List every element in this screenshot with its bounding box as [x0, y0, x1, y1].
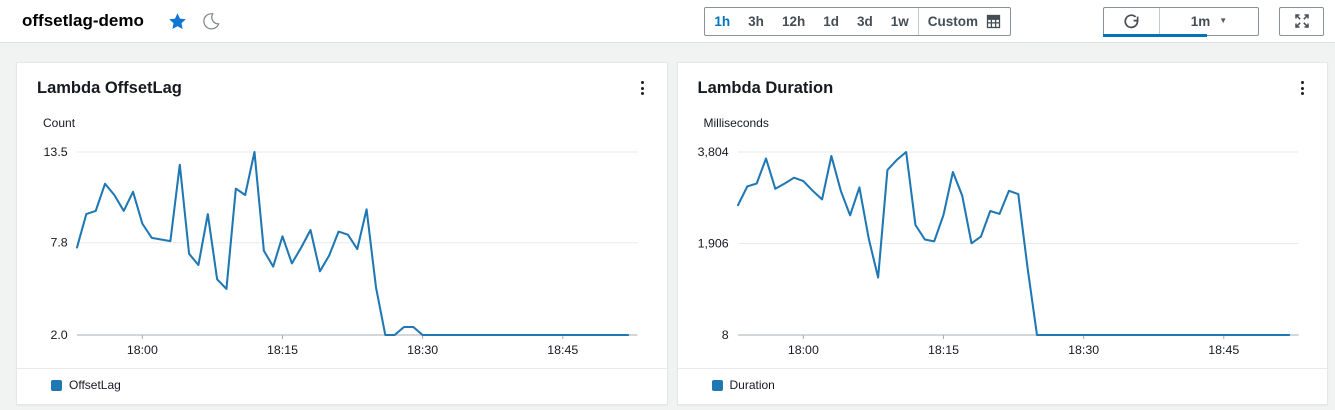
- divider: [1159, 7, 1160, 35]
- widget-menu-kebab-icon[interactable]: [1294, 78, 1311, 98]
- svg-text:8: 8: [721, 328, 728, 342]
- favorite-star-icon[interactable]: [168, 12, 187, 31]
- legend-swatch: [711, 379, 723, 391]
- widget-lambda-offsetlag: Lambda OffsetLag Count 13.5 7.8 2.0 18:00 18…: [16, 62, 668, 405]
- dashboard-grid: Lambda OffsetLag Count 13.5 7.8 2.0 18:00 18…: [0, 43, 1335, 405]
- time-range-1w[interactable]: 1w: [882, 8, 918, 35]
- time-range-group: 1h 3h 12h 1d 3d 1w Custom: [704, 6, 1011, 36]
- dark-mode-moon-icon[interactable]: [201, 11, 221, 31]
- time-range-3d[interactable]: 3d: [848, 8, 882, 35]
- svg-text:18:30: 18:30: [407, 343, 438, 357]
- svg-text:13.5: 13.5: [44, 145, 68, 159]
- y-axis-unit-label: Count: [43, 116, 76, 130]
- svg-text:18:00: 18:00: [127, 343, 158, 357]
- time-range-custom-button[interactable]: Custom: [919, 8, 1010, 35]
- svg-text:3,804: 3,804: [697, 145, 728, 159]
- duration-line-chart[interactable]: 3,804 1,906 8 18:00 18:15 18:30 18:45: [678, 132, 1328, 360]
- legend-swatch: [51, 379, 62, 391]
- custom-label: Custom: [927, 13, 978, 29]
- offsetlag-line-chart[interactable]: 13.5 7.8 2.0 18:00 18:15 18:30 18:45: [17, 132, 667, 360]
- svg-text:18:15: 18:15: [267, 343, 298, 357]
- legend-label: OffsetLag: [69, 378, 121, 392]
- legend: OffsetLag: [17, 369, 667, 392]
- refresh-icon: [1122, 12, 1141, 31]
- divider: [917, 7, 919, 35]
- legend-label: Duration: [729, 378, 775, 392]
- widget-lambda-duration: Lambda Duration Milliseconds 3,804 1,906 8…: [676, 62, 1328, 405]
- y-axis-unit-label: Milliseconds: [703, 116, 769, 130]
- refresh-interval-value: 1m: [1190, 13, 1211, 29]
- legend-divider: [17, 368, 667, 369]
- svg-text:18:30: 18:30: [1068, 343, 1099, 357]
- legend-item-duration[interactable]: Duration: [711, 378, 775, 392]
- svg-text:18:00: 18:00: [787, 343, 818, 357]
- fullscreen-button[interactable]: [1279, 6, 1324, 36]
- svg-text:18:45: 18:45: [1208, 343, 1239, 357]
- svg-text:1,906: 1,906: [697, 237, 728, 251]
- expand-arrows-icon: [1293, 12, 1311, 30]
- svg-text:2.0: 2.0: [50, 328, 67, 342]
- calendar-icon: [986, 14, 1001, 29]
- legend: Duration: [678, 369, 1328, 392]
- time-range-1h[interactable]: 1h: [705, 8, 739, 35]
- svg-text:18:15: 18:15: [927, 343, 958, 357]
- refresh-interval-dropdown[interactable]: 1m ▼: [1160, 8, 1258, 35]
- time-range-12h[interactable]: 12h: [773, 8, 814, 35]
- widget-title: Lambda Duration: [697, 79, 834, 97]
- toolbar: 1h 3h 12h 1d 3d 1w Custom: [704, 6, 1324, 37]
- legend-divider: [677, 368, 1327, 369]
- widget-menu-kebab-icon[interactable]: [634, 78, 651, 98]
- refresh-group: 1m ▼: [1103, 6, 1259, 37]
- time-range-3h[interactable]: 3h: [739, 8, 773, 35]
- legend-item-offsetlag[interactable]: OffsetLag: [51, 378, 121, 392]
- svg-text:7.8: 7.8: [50, 236, 67, 250]
- caret-down-icon: ▼: [1219, 16, 1228, 25]
- widget-title: Lambda OffsetLag: [37, 79, 182, 97]
- dashboard-header: offsetlag-demo 1h 3h 12h 1d 3d 1w Custom: [0, 0, 1335, 43]
- time-range-1d[interactable]: 1d: [814, 8, 848, 35]
- dashboard-title: offsetlag-demo: [22, 11, 144, 30]
- auto-refresh-active-indicator: [1103, 33, 1207, 37]
- refresh-button[interactable]: [1104, 8, 1159, 35]
- svg-text:18:45: 18:45: [547, 343, 578, 357]
